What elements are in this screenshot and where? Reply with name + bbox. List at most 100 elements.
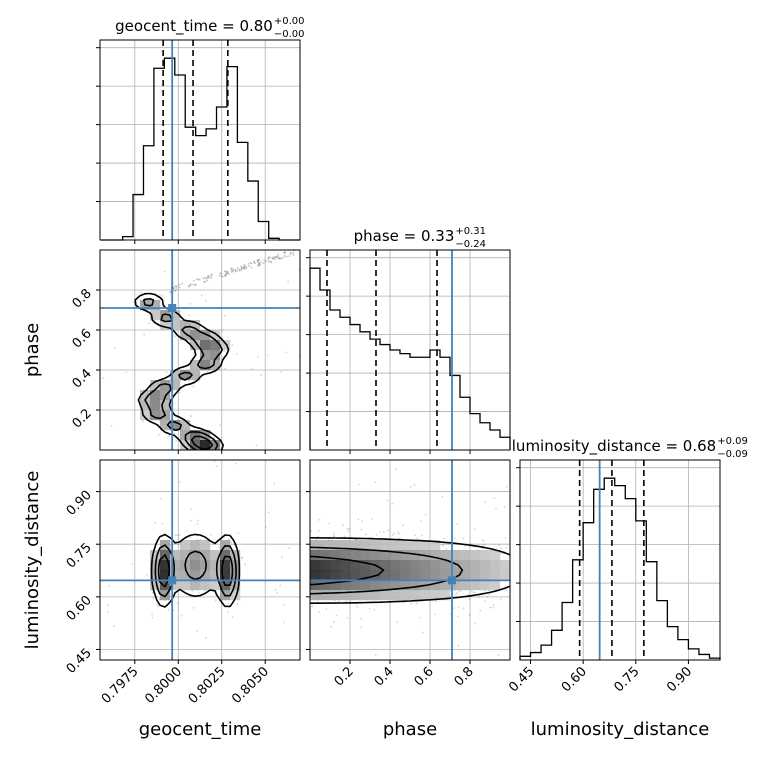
sample-point	[169, 546, 172, 549]
density-cell	[210, 440, 221, 450]
sample-point	[255, 444, 258, 447]
density-cell	[200, 330, 211, 341]
sample-point	[474, 622, 477, 625]
sample-point	[289, 252, 292, 255]
density-cell	[170, 580, 181, 591]
sample-point	[259, 264, 262, 266]
sample-point	[290, 252, 293, 254]
sample-point	[237, 531, 240, 534]
sample-point	[231, 616, 234, 619]
sample-point	[504, 537, 507, 540]
density-cell	[380, 550, 391, 561]
sample-point	[335, 614, 338, 617]
sample-point	[277, 257, 280, 260]
density-cell	[350, 570, 361, 581]
density-cell	[330, 570, 341, 581]
sample-point	[110, 424, 113, 427]
sample-point	[206, 275, 209, 278]
sample-point	[154, 521, 157, 524]
sample-point	[223, 350, 226, 353]
sample-point	[258, 259, 261, 261]
density-cell	[410, 540, 421, 551]
density-cell	[200, 560, 211, 571]
y-axis-label-luminosity_distance: luminosity_distance	[22, 471, 43, 650]
sample-point	[223, 275, 226, 277]
title-luminosity_distance: luminosity_distance = 0.68	[512, 437, 716, 456]
density-cell	[350, 550, 361, 561]
sample-point	[258, 263, 260, 265]
density-cell	[180, 440, 191, 450]
density-cell	[210, 580, 221, 591]
sample-point	[472, 591, 475, 594]
density-cell	[170, 570, 181, 581]
sample-point	[178, 286, 181, 289]
sample-point	[157, 433, 160, 436]
sample-point	[280, 257, 283, 260]
density-cell	[170, 550, 181, 561]
sample-point	[221, 328, 224, 331]
sample-point	[236, 603, 239, 606]
sample-point	[205, 299, 207, 302]
sample-point	[468, 598, 471, 601]
sample-point	[197, 591, 200, 594]
sample-point	[484, 501, 487, 503]
sample-point	[244, 267, 247, 270]
density-cell	[190, 580, 201, 591]
sample-point	[317, 535, 319, 538]
sample-point	[452, 607, 455, 609]
density-cell	[160, 570, 171, 581]
sample-point	[489, 606, 492, 609]
density-cell	[180, 320, 191, 331]
sample-point	[267, 258, 270, 261]
density-cell	[400, 560, 411, 571]
density-cell	[340, 580, 351, 591]
density-cell	[480, 570, 491, 581]
sample-point	[332, 532, 335, 535]
density-cell	[220, 340, 231, 351]
title-minus-geocent_time: −0.00	[274, 29, 305, 40]
x-axis-label-phase: phase	[383, 719, 437, 740]
sample-point	[280, 371, 283, 373]
density-cell	[450, 570, 461, 581]
sample-point	[196, 522, 199, 525]
sample-point	[492, 603, 495, 606]
density-cell	[150, 390, 161, 401]
density-cell	[180, 570, 191, 581]
sample-point	[257, 259, 260, 262]
density-cell	[310, 570, 321, 581]
y-tick-label-phase: 0.2	[70, 406, 95, 431]
sample-point	[207, 274, 210, 277]
sample-point	[186, 530, 189, 533]
x-tick-label-luminosity_distance: 0.60	[559, 664, 590, 695]
sample-point	[230, 267, 232, 270]
density-cell	[380, 590, 391, 601]
sample-point	[346, 616, 349, 619]
sample-point	[265, 525, 267, 528]
sample-point	[276, 592, 279, 595]
density-cell	[200, 570, 211, 581]
density-cell	[190, 550, 201, 561]
sample-point	[374, 653, 377, 656]
sample-point	[174, 285, 177, 288]
x-tick-label-geocent_time: 0.8025	[186, 664, 229, 707]
sample-point	[288, 547, 290, 550]
sample-point	[234, 269, 237, 272]
density-cell	[200, 580, 211, 591]
density-cell	[370, 550, 381, 561]
density-cell	[150, 580, 161, 591]
density-cell	[360, 560, 371, 571]
sample-point	[113, 625, 116, 627]
sample-point	[499, 552, 502, 555]
sample-point	[274, 258, 276, 261]
density-cell	[190, 370, 201, 381]
density-cell	[440, 570, 451, 581]
sample-point	[243, 266, 246, 269]
sample-point	[240, 268, 243, 271]
sample-point	[225, 270, 227, 273]
density-cell	[160, 380, 171, 391]
sample-point	[244, 265, 247, 267]
sample-point	[265, 260, 268, 263]
density-cell	[490, 560, 501, 571]
sample-point	[165, 371, 168, 374]
histogram-frame-phase	[309, 249, 511, 451]
